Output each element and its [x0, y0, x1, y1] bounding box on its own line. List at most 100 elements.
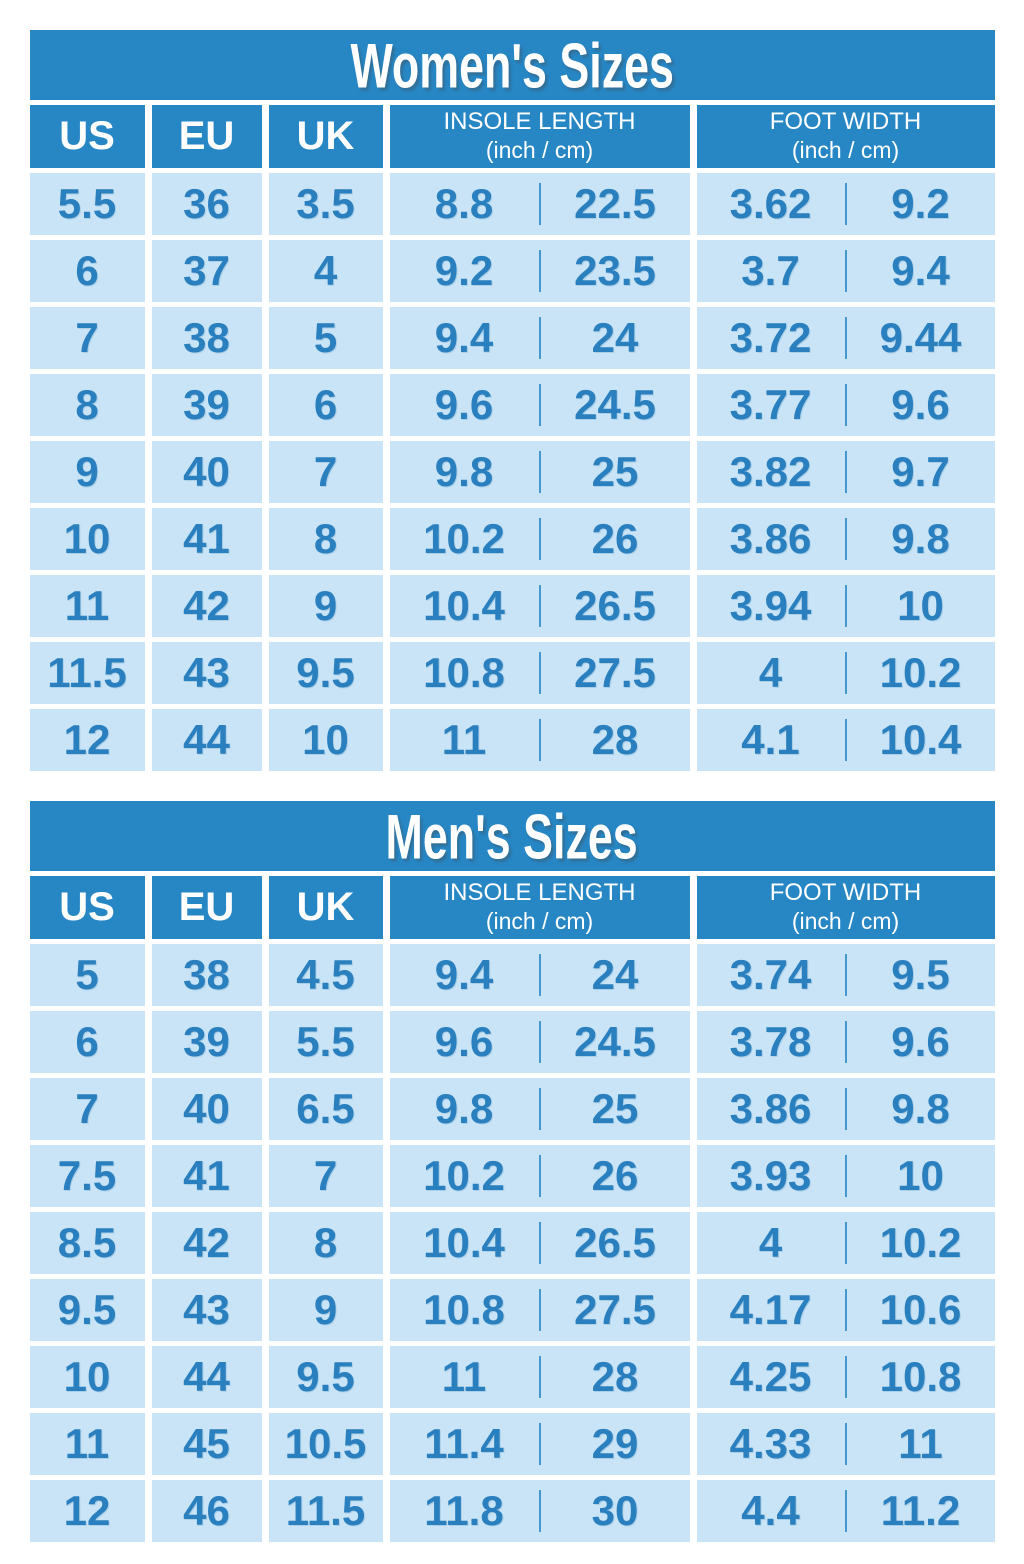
us-size-cell: 8: [29, 374, 145, 436]
uk-size-cell: 5.5: [268, 1011, 383, 1073]
us-size-cell: 6: [29, 240, 145, 302]
foot-width-cm-value: 11.2: [880, 1487, 961, 1534]
column-header-us: US: [29, 105, 145, 168]
insole-length-cell: 10.4 26.5: [389, 575, 690, 637]
insole-length-cell: 11 28: [389, 709, 690, 771]
insole-length-cell: 10.4 26.5: [389, 1212, 690, 1274]
inch-cm-divider: [844, 183, 847, 225]
inch-cm-divider: [538, 1490, 541, 1532]
uk-size-cell: 9.5: [268, 1346, 383, 1408]
insole-header-line2: (inch / cm): [485, 137, 594, 164]
foot-width-inch-value: 3.86: [729, 515, 812, 562]
inch-cm-divider: [538, 1356, 541, 1398]
us-size-cell: 10: [29, 1346, 145, 1408]
inch-cm-divider: [844, 250, 847, 292]
inch-cm-divider: [844, 1088, 847, 1130]
foot-width-cm-value: 9.8: [891, 1085, 950, 1132]
foot-width-inch-value: 3.77: [729, 381, 812, 428]
inch-cm-divider: [844, 317, 847, 359]
column-header-uk: UK: [268, 105, 383, 168]
eu-size-cell: 44: [151, 1346, 262, 1408]
inch-cm-divider: [844, 384, 847, 426]
us-size-cell: 9: [29, 441, 145, 503]
foot-width-inch-value: 4.25: [729, 1353, 812, 1400]
inch-cm-divider: [538, 652, 541, 694]
table-row: 8 39 6 9.6 24.5 3.77 9.6: [29, 374, 995, 436]
table-row: 5.5 36 3.5 8.8 22.5 3.62 9.2: [29, 173, 995, 235]
foot-width-cell: 3.7 9.4: [696, 240, 995, 302]
inch-cm-divider: [538, 954, 541, 996]
eu-size-cell: 46: [151, 1480, 262, 1542]
table-row: 5 38 4.5 9.4 24 3.74 9.5: [29, 944, 995, 1006]
inch-cm-divider: [538, 1423, 541, 1465]
eu-size-cell: 44: [151, 709, 262, 771]
insole-inch-value: 9.2: [434, 247, 494, 294]
us-size-cell: 10: [29, 508, 145, 570]
inch-cm-divider: [844, 719, 847, 761]
insole-length-cell: 10.2 26: [389, 1145, 690, 1207]
insole-inch-value: 10.2: [423, 515, 505, 562]
mens-column-header-row: US EU UK INSOLE LENGTH (inch / cm) FOOT …: [29, 876, 995, 939]
insole-cm-value: 26.5: [574, 1219, 656, 1266]
eu-size-cell: 39: [151, 1011, 262, 1073]
insole-cm-value: 27.5: [574, 1286, 656, 1333]
table-row: 11 45 10.5 11.4 29 4.33 11: [29, 1413, 995, 1475]
insole-cm-value: 25: [591, 1085, 639, 1132]
foot-width-cell: 4 10.2: [696, 1212, 995, 1274]
inch-cm-divider: [844, 652, 847, 694]
foot-width-inch-value: 3.86: [729, 1085, 812, 1132]
insole-cm-value: 26: [591, 1152, 639, 1199]
foot-width-cell: 4.17 10.6: [696, 1279, 995, 1341]
foot-width-cm-value: 10.8: [879, 1353, 962, 1400]
insole-inch-value: 11.4: [424, 1420, 504, 1467]
column-header-uk: UK: [268, 876, 383, 939]
eu-size-cell: 37: [151, 240, 262, 302]
foot-width-cm-value: 10.4: [879, 716, 962, 763]
inch-cm-divider: [538, 518, 541, 560]
table-row: 8.5 42 8 10.4 26.5 4 10.2: [29, 1212, 995, 1274]
table-row: 7 40 6.5 9.8 25 3.86 9.8: [29, 1078, 995, 1140]
table-row: 10 41 8 10.2 26 3.86 9.8: [29, 508, 995, 570]
table-row: 7.5 41 7 10.2 26 3.93 10: [29, 1145, 995, 1207]
eu-size-cell: 43: [151, 1279, 262, 1341]
eu-size-cell: 38: [151, 944, 262, 1006]
insole-length-cell: 10.2 26: [389, 508, 690, 570]
eu-size-cell: 43: [151, 642, 262, 704]
foot-width-inch-value: 3.74: [729, 951, 812, 998]
insole-inch-value: 10.8: [423, 649, 505, 696]
eu-size-cell: 39: [151, 374, 262, 436]
insole-cm-value: 26: [591, 515, 639, 562]
womens-table-body: 5.5 36 3.5 8.8 22.5 3.62 9.2 6 37 4 9.2 …: [29, 173, 995, 771]
insole-length-cell: 9.4 24: [389, 944, 690, 1006]
foot-width-inch-value: 4.17: [729, 1286, 812, 1333]
eu-size-cell: 40: [151, 1078, 262, 1140]
foot-width-cell: 3.93 10: [696, 1145, 995, 1207]
us-size-cell: 5.5: [29, 173, 145, 235]
uk-size-cell: 9: [268, 575, 383, 637]
foot-width-cm-value: 9.44: [879, 314, 962, 361]
insole-inch-value: 9.6: [434, 1018, 494, 1065]
foot-width-cell: 3.82 9.7: [696, 441, 995, 503]
insole-inch-value: 10.4: [423, 582, 505, 629]
foot-width-cell: 4.25 10.8: [696, 1346, 995, 1408]
foot-width-cell: 3.86 9.8: [696, 508, 995, 570]
foot-width-cell: 4.33 11: [696, 1413, 995, 1475]
foot-width-cell: 3.72 9.44: [696, 307, 995, 369]
foot-width-cm-value: 9.8: [891, 515, 950, 562]
insole-cm-value: 28: [591, 1353, 639, 1400]
eu-size-cell: 36: [151, 173, 262, 235]
inch-cm-divider: [538, 451, 541, 493]
insole-cm-value: 26.5: [574, 582, 656, 629]
insole-inch-value: 10.8: [423, 1286, 505, 1333]
insole-length-cell: 9.6 24.5: [389, 374, 690, 436]
insole-cm-value: 24.5: [574, 1018, 656, 1065]
foot-width-inch-value: 3.62: [729, 180, 812, 227]
womens-table-title: Women's Sizes: [350, 29, 674, 101]
inch-cm-divider: [844, 518, 847, 560]
inch-cm-divider: [538, 1021, 541, 1063]
foot-width-cm-value: 9.4: [891, 247, 950, 294]
table-row: 12 44 10 11 28 4.1 10.4: [29, 709, 995, 771]
insole-inch-value: 11: [441, 716, 487, 763]
inch-cm-divider: [538, 1155, 541, 1197]
uk-size-cell: 7: [268, 1145, 383, 1207]
